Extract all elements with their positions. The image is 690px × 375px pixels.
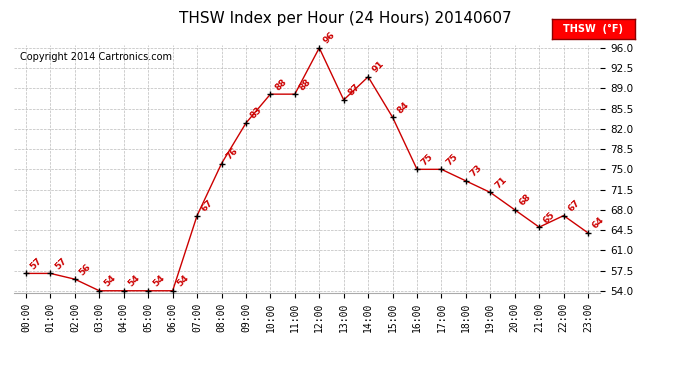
Text: 75: 75 <box>420 152 435 167</box>
Text: 71: 71 <box>493 175 509 190</box>
Text: 54: 54 <box>175 273 190 289</box>
Text: 68: 68 <box>518 192 533 208</box>
Text: 76: 76 <box>224 146 239 161</box>
Text: 83: 83 <box>248 106 264 121</box>
Text: 67: 67 <box>566 198 582 213</box>
Text: 54: 54 <box>102 273 117 289</box>
Text: THSW  (°F): THSW (°F) <box>564 24 623 34</box>
Text: THSW Index per Hour (24 Hours) 20140607: THSW Index per Hour (24 Hours) 20140607 <box>179 11 511 26</box>
Text: 57: 57 <box>53 256 68 271</box>
Text: 54: 54 <box>151 273 166 289</box>
Text: 84: 84 <box>395 100 411 115</box>
Text: 88: 88 <box>297 77 313 92</box>
Text: Copyright 2014 Cartronics.com: Copyright 2014 Cartronics.com <box>19 53 172 62</box>
Text: 96: 96 <box>322 30 337 46</box>
Text: 73: 73 <box>469 164 484 179</box>
Text: 67: 67 <box>200 198 215 213</box>
Text: 54: 54 <box>126 273 142 289</box>
Text: 65: 65 <box>542 210 558 225</box>
Text: 91: 91 <box>371 59 386 75</box>
Text: 87: 87 <box>346 82 362 98</box>
Text: 64: 64 <box>591 216 606 231</box>
Text: 88: 88 <box>273 77 288 92</box>
Text: 75: 75 <box>444 152 460 167</box>
Text: 57: 57 <box>29 256 44 271</box>
Text: 56: 56 <box>78 262 93 277</box>
